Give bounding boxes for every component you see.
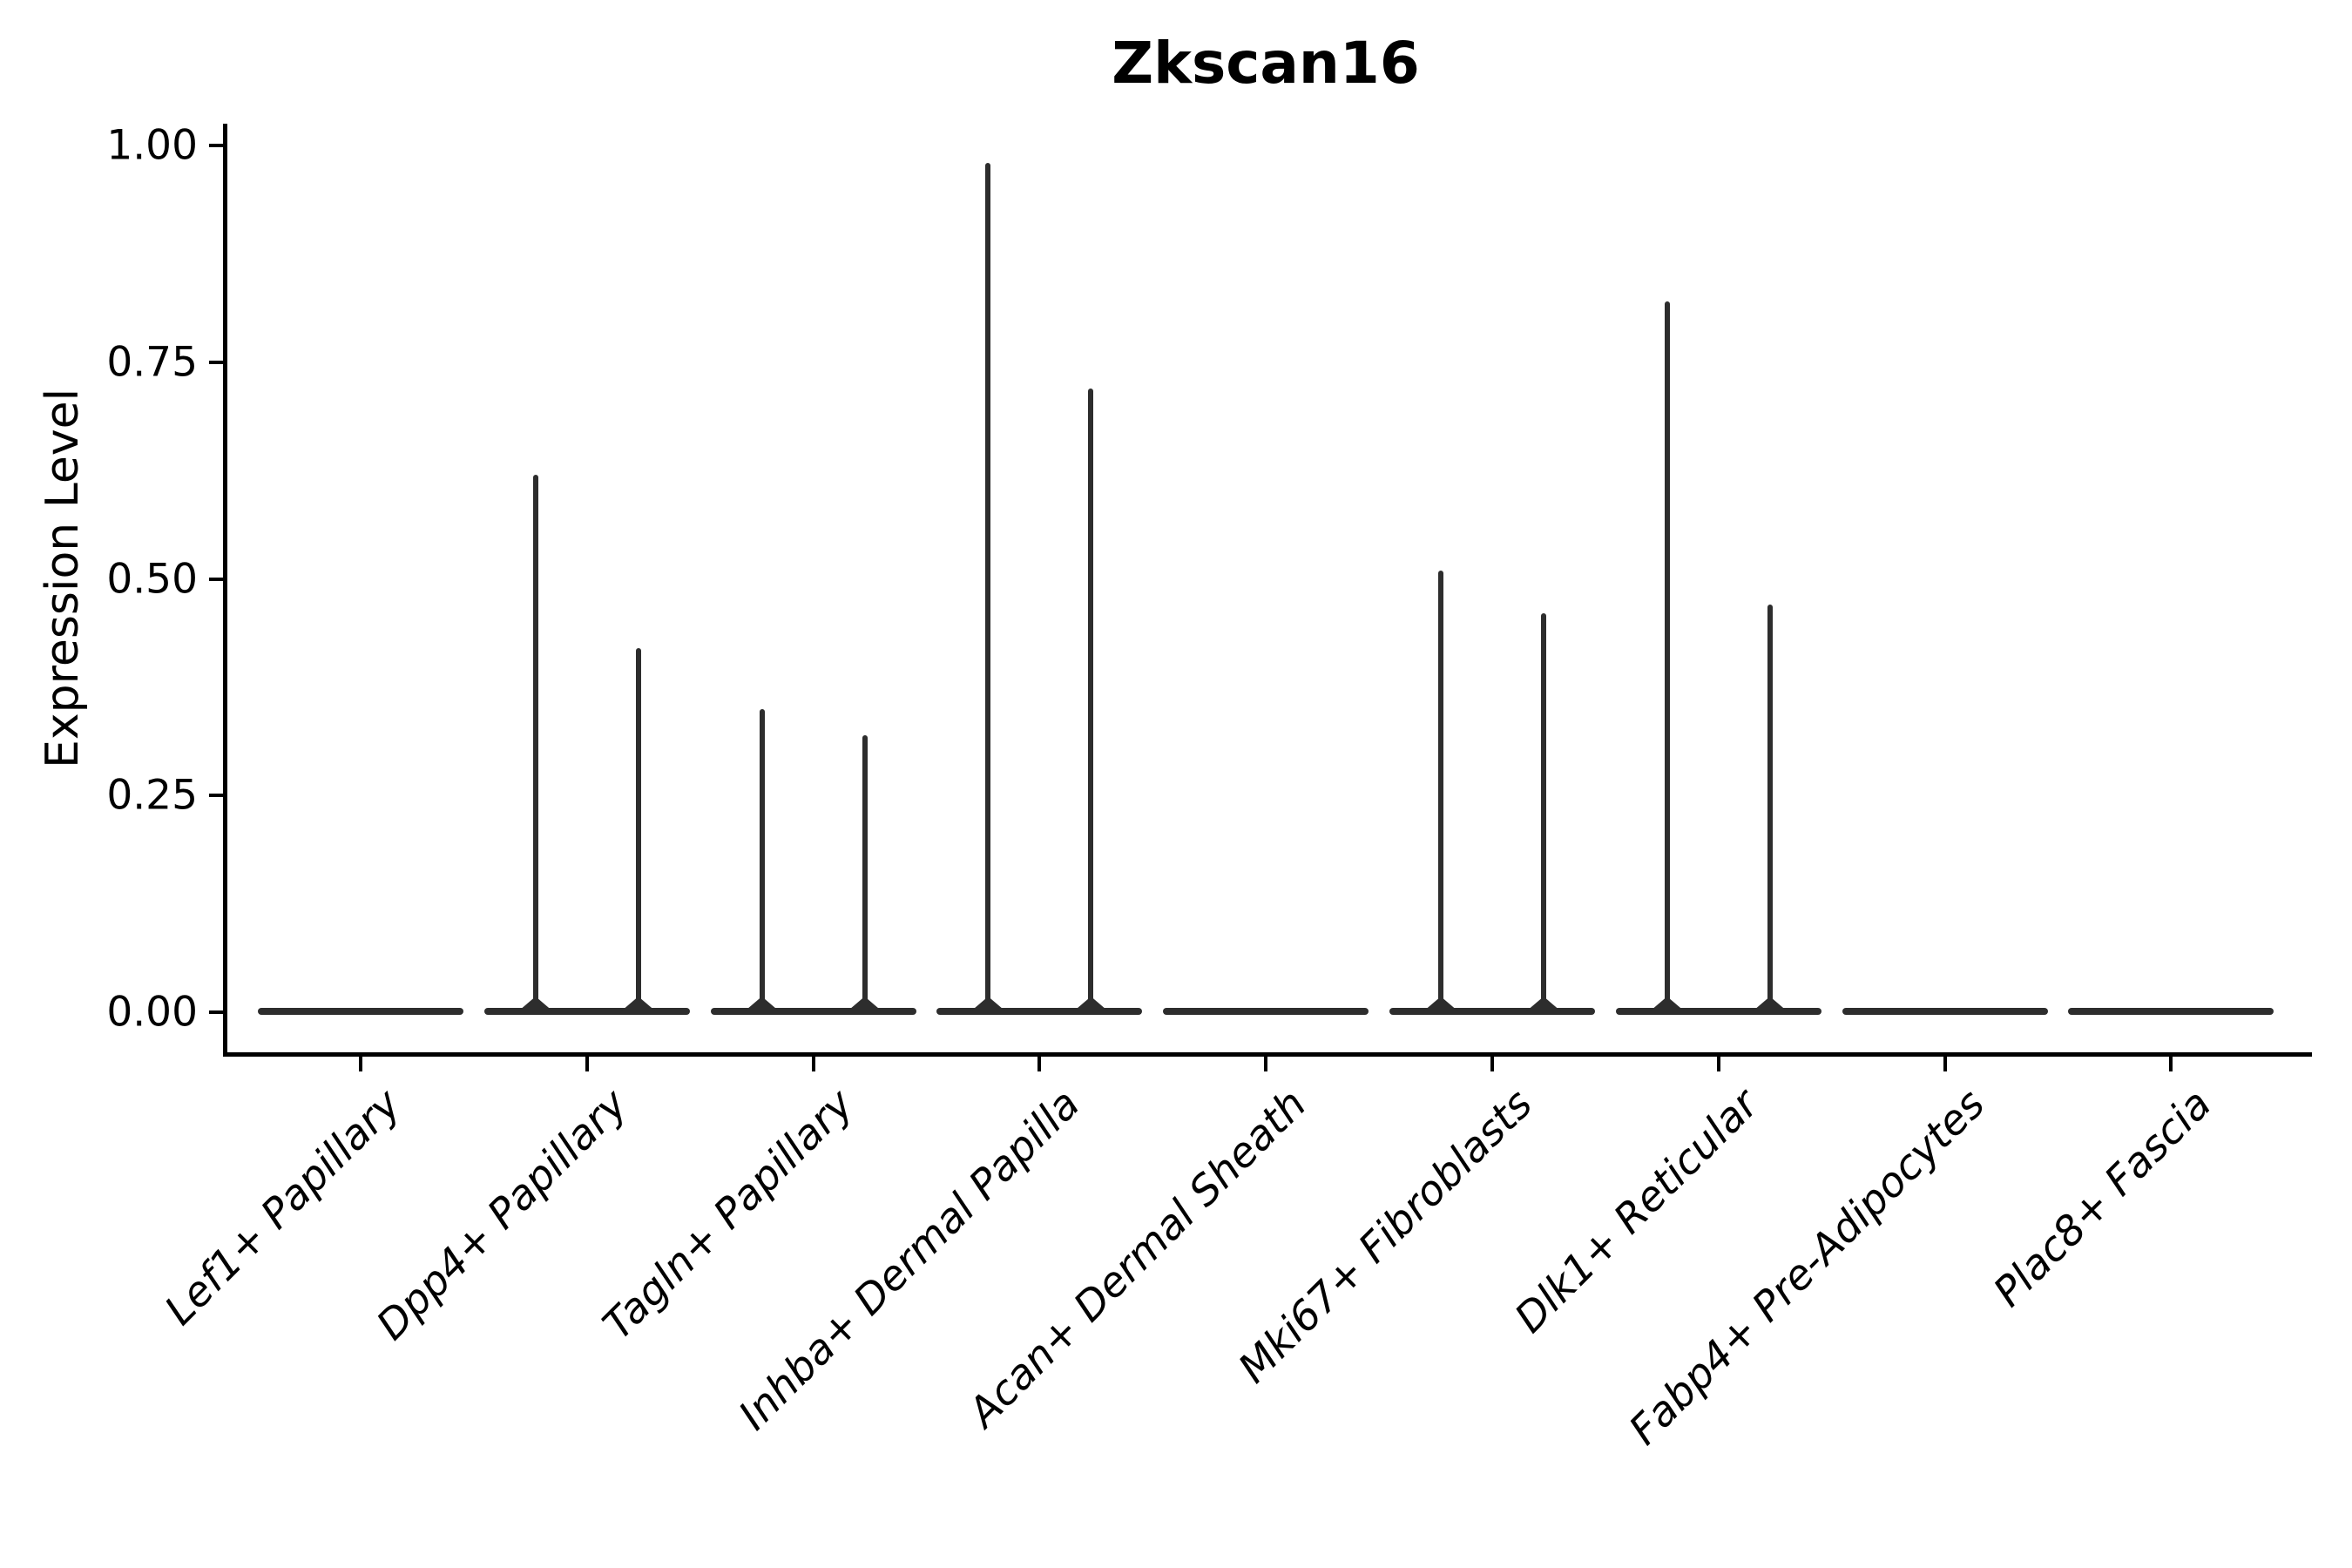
x-tick-label: Dpp4+ Papillary [367, 1080, 637, 1350]
violin-body [258, 1008, 463, 1015]
x-tick-mark [1716, 1057, 1720, 1071]
x-axis-spine [223, 1052, 2312, 1057]
y-tick-label: 1.00 [106, 121, 198, 170]
y-tick-label: 0.00 [106, 988, 198, 1037]
x-tick-mark [1943, 1057, 1947, 1071]
violin-spike [759, 708, 765, 1011]
y-tick-mark [209, 360, 224, 364]
y-tick-mark [209, 577, 224, 581]
x-tick-mark [2169, 1057, 2173, 1071]
x-tick-label: Dlk1+ Reticular [1505, 1080, 1768, 1342]
violin-spike [532, 475, 538, 1011]
x-tick-mark [359, 1057, 362, 1071]
violin-spike [1088, 388, 1094, 1011]
violin-body [483, 1008, 690, 1015]
violin-spike-base [1073, 998, 1109, 1011]
violin-body [1389, 1008, 1595, 1015]
violin-spike-base [744, 998, 780, 1011]
x-tick-mark [811, 1057, 815, 1071]
x-tick-label: Plac8+ Fascia [1984, 1080, 2221, 1317]
violin-spike-base [1423, 998, 1458, 1011]
violin-spike-base [620, 998, 656, 1011]
violin-spike-base [970, 998, 1006, 1011]
violin-spike [985, 162, 991, 1011]
violin-spike [1438, 570, 1443, 1011]
x-tick-label: Lef1+ Papillary [155, 1080, 410, 1335]
violin-spike [1767, 605, 1773, 1011]
plot-title: Zkscan16 [1112, 30, 1420, 97]
violin-spike [1664, 301, 1670, 1011]
y-axis-spine [223, 124, 227, 1057]
y-tick-mark [209, 1010, 224, 1014]
violin-spike-base [517, 998, 553, 1011]
y-tick-label: 0.75 [106, 338, 198, 387]
violin-body [1842, 1008, 2048, 1015]
x-tick-mark [585, 1057, 589, 1071]
violin-spike-base [847, 998, 882, 1011]
y-tick-mark [209, 794, 224, 798]
x-tick-mark [1037, 1057, 1042, 1071]
violin-body [1615, 1008, 1821, 1015]
violin-spike [862, 734, 868, 1011]
violin-spike-base [1526, 998, 1561, 1011]
violin-body [710, 1008, 916, 1015]
violin-spike-base [1649, 998, 1685, 1011]
x-tick-mark [1490, 1057, 1494, 1071]
violin-body [2068, 1008, 2274, 1015]
y-tick-label: 0.50 [106, 555, 198, 603]
violin-spike-base [1752, 998, 1788, 1011]
violin-spike [635, 648, 641, 1011]
y-tick-mark [209, 144, 224, 147]
violin-spike [1541, 613, 1546, 1011]
x-tick-label: Tagln+ Papillary [593, 1080, 863, 1349]
x-tick-mark [1264, 1057, 1268, 1071]
y-tick-label: 0.25 [106, 771, 198, 820]
violin-body [1163, 1008, 1369, 1015]
violin-body [936, 1008, 1143, 1015]
